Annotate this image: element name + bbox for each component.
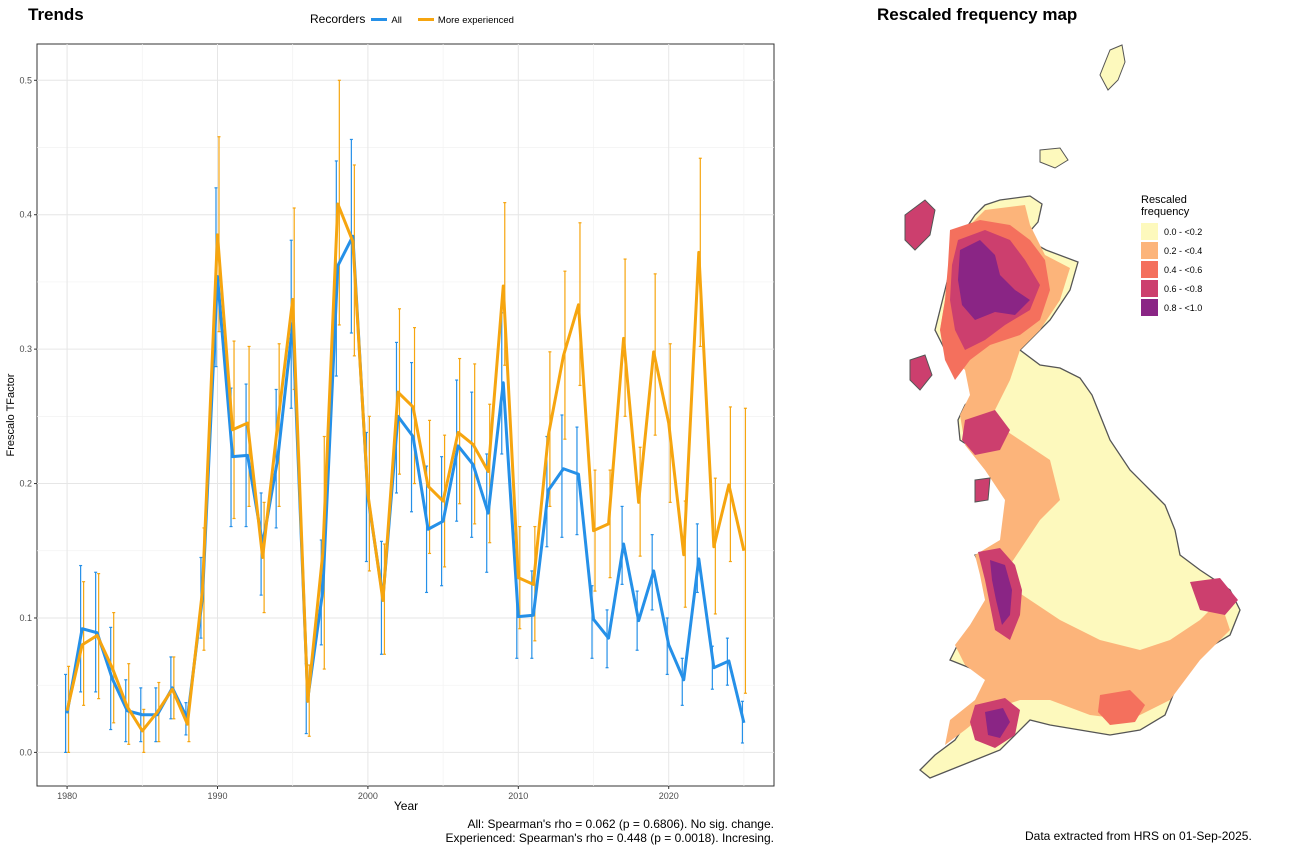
map-legend-swatch bbox=[1141, 280, 1158, 297]
map-legend-swatch bbox=[1141, 242, 1158, 259]
x-axis-label: Year bbox=[394, 799, 418, 813]
map-legend-swatch bbox=[1141, 299, 1158, 316]
series-line-experienced bbox=[65, 202, 746, 733]
series-layer bbox=[64, 79, 747, 753]
stats-all: All: Spearman's rho = 0.062 (p = 0.6806)… bbox=[467, 817, 774, 831]
axes-text: 0.0 0.1 0.2 0.3 0.4 0.5 1980 1990 2000 2010 2020 bbox=[19, 75, 678, 801]
plot-panel bbox=[36, 43, 775, 787]
map-legend-row: 0.0 - <0.2 bbox=[1141, 222, 1202, 241]
x-tick-label: 2020 bbox=[659, 791, 679, 801]
x-tick-label: 1990 bbox=[207, 791, 227, 801]
trends-title: Trends bbox=[28, 5, 84, 24]
legend-item-experienced: More experienced bbox=[417, 12, 524, 26]
map-zone-highland-3 bbox=[958, 240, 1030, 320]
legend-label-all: All bbox=[391, 15, 402, 26]
y-tick-label: 0.0 bbox=[19, 747, 32, 757]
map-legend: Rescaled frequency 0.0 - <0.2 0.2 - <0.4 0.… bbox=[1141, 194, 1202, 317]
map-zone-southeast bbox=[1098, 690, 1145, 725]
map-legend-label: 0.0 - <0.2 bbox=[1164, 226, 1203, 237]
chart-legend: Recorders All More experienced bbox=[310, 12, 524, 26]
map-legend-swatch bbox=[1141, 223, 1158, 240]
legend-title: Recorders bbox=[310, 12, 366, 26]
map-legend-label: 0.6 - <0.8 bbox=[1164, 283, 1203, 294]
map-legend-swatch bbox=[1141, 261, 1158, 278]
y-axis-label: Frescalo TFactor bbox=[5, 373, 17, 456]
map-legend-title-line: Rescaled bbox=[1141, 194, 1187, 206]
legend-swatch-all bbox=[371, 18, 388, 22]
map-zone-southwest-core bbox=[985, 708, 1010, 738]
map-legend-row: 0.2 - <0.4 bbox=[1141, 241, 1202, 260]
map-zone-borders bbox=[962, 410, 1010, 455]
x-tick-label: 2010 bbox=[508, 791, 528, 801]
map-legend-title: Rescaled frequency bbox=[1141, 194, 1202, 218]
map-zone-islands bbox=[904, 199, 991, 503]
map-legend-label: 0.8 - <1.0 bbox=[1164, 302, 1203, 313]
legend-label-experienced: More experienced bbox=[437, 15, 514, 26]
legend-swatch-experienced bbox=[417, 18, 434, 22]
source-note: Data extracted from HRS on 01-Sep-2025. bbox=[1025, 829, 1252, 843]
y-tick-label: 0.2 bbox=[19, 479, 32, 489]
legend-item-all: All bbox=[371, 12, 412, 26]
y-tick-label: 0.5 bbox=[19, 75, 32, 85]
map-zone-east bbox=[1190, 578, 1238, 615]
stats-experienced: Experienced: Spearman's rho = 0.448 (p =… bbox=[445, 831, 775, 845]
map-legend-label: 0.4 - <0.6 bbox=[1164, 264, 1203, 275]
y-tick-label: 0.4 bbox=[19, 210, 32, 220]
map-zone-wales-core bbox=[990, 560, 1012, 625]
grid bbox=[37, 44, 774, 786]
map-legend-row: 0.8 - <1.0 bbox=[1141, 298, 1202, 317]
y-tick-label: 0.1 bbox=[19, 613, 32, 623]
map-legend-row: 0.4 - <0.6 bbox=[1141, 260, 1202, 279]
map-legend-title-line: frequency bbox=[1141, 206, 1190, 218]
map-title: Rescaled frequency map bbox=[877, 5, 1078, 24]
map-zone-shetland bbox=[1099, 44, 1126, 91]
x-tick-label: 2000 bbox=[358, 791, 378, 801]
gb-frequency-map bbox=[904, 44, 1241, 779]
map-legend-rows: 0.0 - <0.2 0.2 - <0.4 0.4 - <0.6 0.6 - <0.8… bbox=[1141, 222, 1202, 317]
x-tick-label: 1980 bbox=[57, 791, 77, 801]
map-zone-orkney bbox=[1039, 147, 1069, 169]
map-legend-row: 0.6 - <0.8 bbox=[1141, 279, 1202, 298]
y-tick-label: 0.3 bbox=[19, 344, 32, 354]
map-legend-label: 0.2 - <0.4 bbox=[1164, 245, 1203, 256]
